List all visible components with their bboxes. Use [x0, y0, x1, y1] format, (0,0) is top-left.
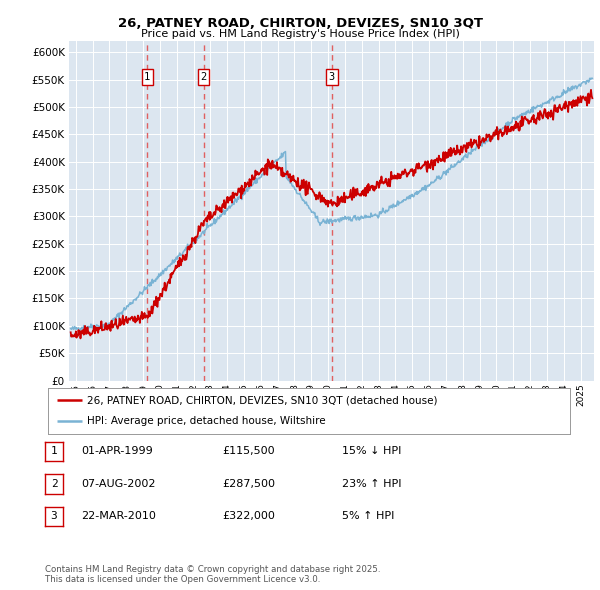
Text: 15% ↓ HPI: 15% ↓ HPI [342, 447, 401, 456]
Text: 1: 1 [144, 72, 151, 82]
Text: Price paid vs. HM Land Registry's House Price Index (HPI): Price paid vs. HM Land Registry's House … [140, 29, 460, 39]
Text: 26, PATNEY ROAD, CHIRTON, DEVIZES, SN10 3QT (detached house): 26, PATNEY ROAD, CHIRTON, DEVIZES, SN10 … [87, 395, 437, 405]
Text: 1: 1 [50, 447, 58, 456]
Text: 3: 3 [50, 512, 58, 521]
Text: 22-MAR-2010: 22-MAR-2010 [81, 512, 156, 521]
Text: 3: 3 [329, 72, 335, 82]
Text: £115,500: £115,500 [222, 447, 275, 456]
Text: HPI: Average price, detached house, Wiltshire: HPI: Average price, detached house, Wilt… [87, 416, 326, 426]
Text: £322,000: £322,000 [222, 512, 275, 521]
Text: 2: 2 [200, 72, 207, 82]
Text: 5% ↑ HPI: 5% ↑ HPI [342, 512, 394, 521]
Text: 2: 2 [50, 479, 58, 489]
Text: 01-APR-1999: 01-APR-1999 [81, 447, 153, 456]
Text: £287,500: £287,500 [222, 479, 275, 489]
Text: 23% ↑ HPI: 23% ↑ HPI [342, 479, 401, 489]
Text: Contains HM Land Registry data © Crown copyright and database right 2025.
This d: Contains HM Land Registry data © Crown c… [45, 565, 380, 584]
Text: 26, PATNEY ROAD, CHIRTON, DEVIZES, SN10 3QT: 26, PATNEY ROAD, CHIRTON, DEVIZES, SN10 … [118, 17, 482, 30]
Text: 07-AUG-2002: 07-AUG-2002 [81, 479, 155, 489]
